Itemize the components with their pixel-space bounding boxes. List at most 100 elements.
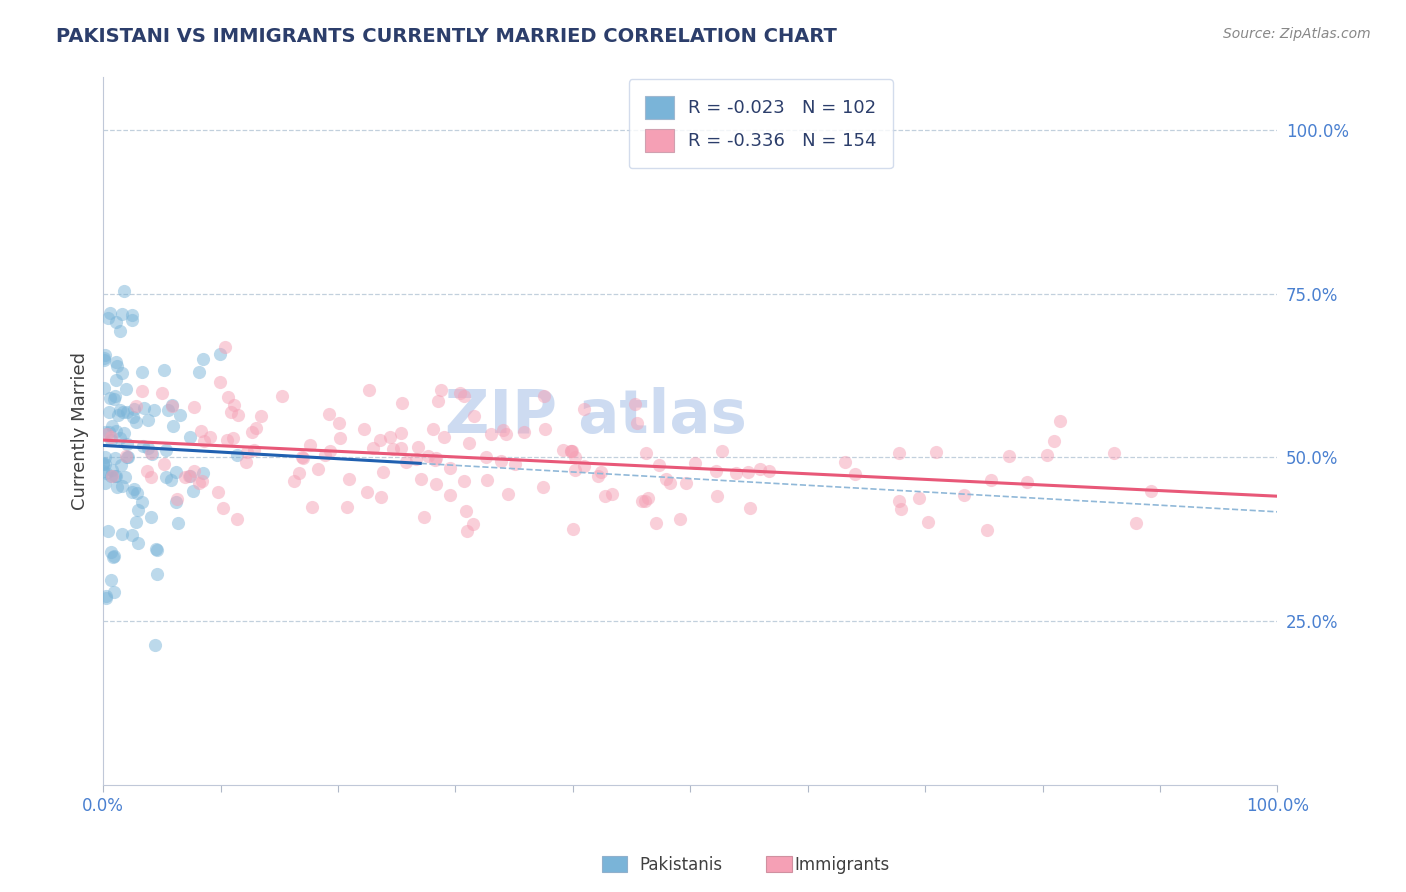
Point — [93, 351, 115, 365]
Point — [141, 470, 163, 484]
Point — [631, 494, 654, 508]
Point — [513, 425, 536, 440]
Point — [108, 324, 131, 338]
Point — [391, 396, 413, 410]
Point — [572, 458, 595, 473]
Point — [111, 366, 134, 380]
Point — [561, 443, 583, 458]
Point — [188, 365, 211, 379]
Point — [104, 450, 127, 465]
Legend: R = -0.023   N = 102, R = -0.336   N = 154: R = -0.023 N = 102, R = -0.336 N = 154 — [628, 79, 893, 169]
Point — [475, 473, 498, 487]
Point — [953, 488, 976, 502]
Point — [100, 469, 122, 483]
Text: ZIP atlas: ZIP atlas — [446, 387, 748, 447]
Point — [288, 466, 311, 480]
Point — [1036, 448, 1059, 462]
Point — [141, 445, 163, 459]
Point — [198, 430, 221, 444]
Point — [479, 427, 502, 442]
Point — [100, 545, 122, 559]
Point — [132, 439, 155, 453]
Point — [503, 457, 526, 471]
Point — [94, 457, 117, 471]
Point — [107, 408, 129, 422]
Point — [111, 527, 134, 541]
Point — [191, 466, 214, 480]
Point — [560, 444, 582, 458]
Point — [105, 354, 128, 368]
Point — [98, 405, 121, 419]
Point — [141, 447, 163, 461]
Point — [94, 591, 117, 605]
Point — [217, 390, 239, 404]
Point — [136, 441, 159, 455]
Point — [127, 502, 149, 516]
Point — [104, 373, 127, 387]
Point — [105, 359, 128, 373]
Point — [492, 423, 515, 437]
Point — [155, 470, 177, 484]
Point — [177, 469, 200, 483]
Point — [97, 311, 120, 326]
Point — [553, 442, 575, 457]
Point — [145, 541, 167, 556]
Point — [174, 470, 197, 484]
Point — [165, 494, 187, 508]
Point — [97, 524, 120, 539]
Point — [101, 418, 124, 433]
Point — [236, 445, 259, 459]
Point — [100, 573, 122, 587]
Point — [336, 500, 359, 514]
Point — [105, 469, 128, 483]
Point — [101, 463, 124, 477]
Point — [108, 402, 131, 417]
Point — [96, 589, 118, 603]
Point — [190, 475, 212, 489]
Point — [183, 464, 205, 478]
Point — [104, 389, 127, 403]
Point — [458, 436, 481, 450]
Point — [111, 307, 134, 321]
Point — [124, 482, 146, 496]
Point — [844, 467, 866, 481]
Point — [456, 524, 478, 538]
Point — [215, 434, 238, 448]
Text: Immigrants: Immigrants — [794, 856, 890, 874]
Point — [214, 340, 236, 354]
Text: Source: ZipAtlas.com: Source: ZipAtlas.com — [1223, 27, 1371, 41]
Point — [834, 455, 856, 469]
Point — [574, 401, 596, 416]
Point — [1049, 414, 1071, 428]
Point — [167, 516, 190, 530]
Point — [191, 351, 214, 366]
Point — [725, 466, 748, 480]
Point — [533, 390, 555, 404]
Point — [292, 451, 315, 466]
Point — [94, 425, 117, 440]
Point — [104, 315, 127, 329]
Point — [533, 422, 555, 436]
Point — [115, 405, 138, 419]
Point — [235, 455, 257, 469]
Point — [301, 500, 323, 514]
Point — [425, 477, 447, 491]
Point — [114, 469, 136, 483]
Point — [389, 426, 412, 441]
Point — [495, 426, 517, 441]
Point — [1140, 483, 1163, 498]
Point — [104, 469, 127, 483]
Point — [453, 389, 475, 403]
Point — [105, 424, 128, 438]
Point — [179, 469, 201, 483]
Point — [131, 384, 153, 398]
Point — [91, 456, 114, 470]
Point — [121, 484, 143, 499]
Point — [193, 434, 215, 448]
Point — [356, 485, 378, 500]
Point — [110, 431, 132, 445]
Point — [127, 536, 149, 550]
Point — [112, 284, 135, 298]
Text: Pakistanis: Pakistanis — [640, 856, 723, 874]
Text: PAKISTANI VS IMMIGRANTS CURRENTLY MARRIED CORRELATION CHART: PAKISTANI VS IMMIGRANTS CURRENTLY MARRIE… — [56, 27, 837, 45]
